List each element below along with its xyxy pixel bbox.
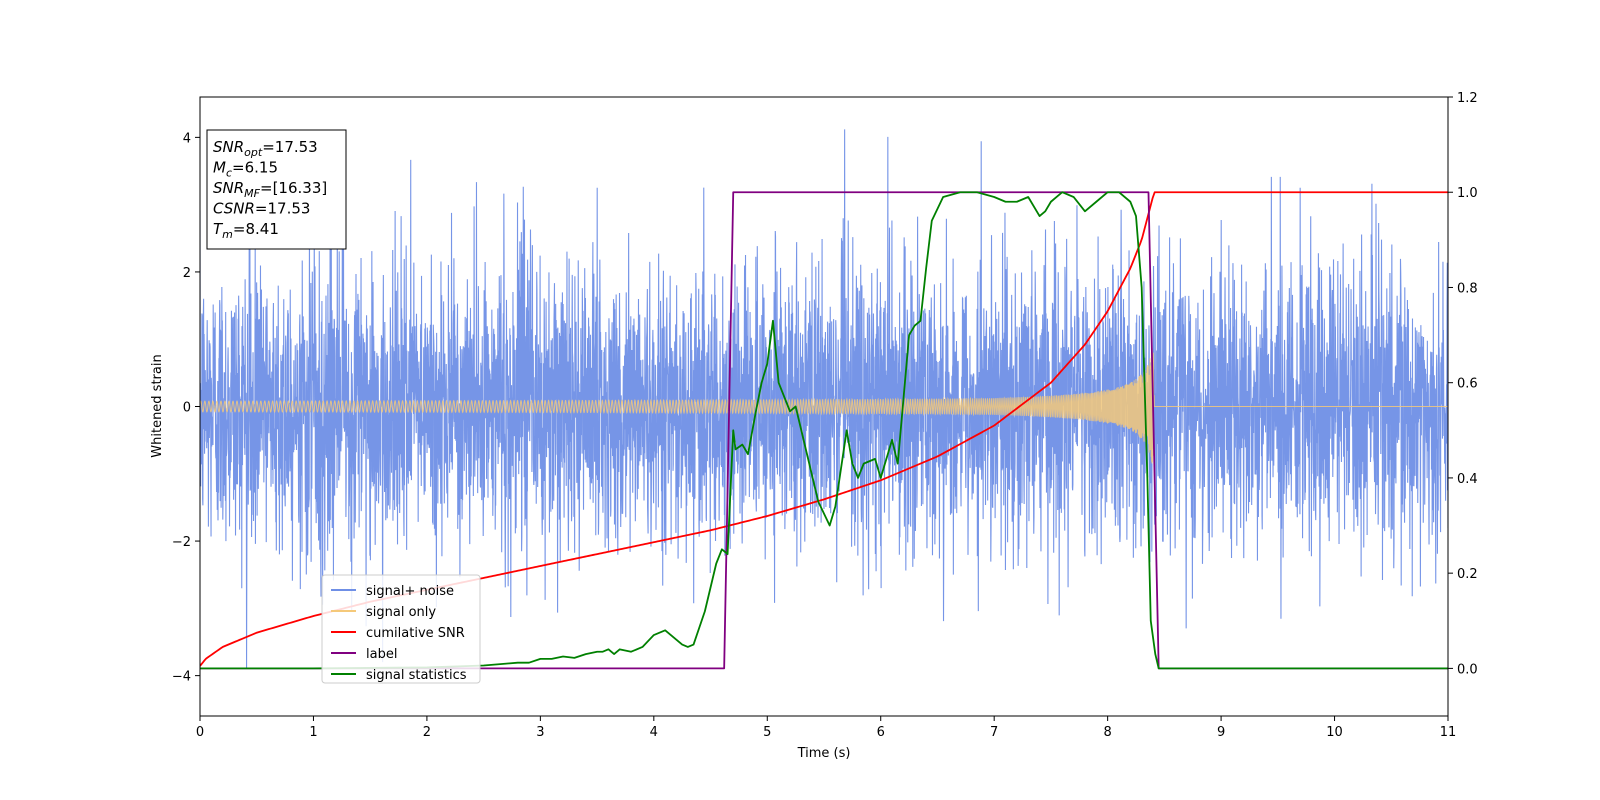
x-tick-label: 4 [650,725,658,740]
x-tick-label: 1 [309,725,317,740]
y2-tick-label: 1.0 [1457,186,1478,201]
series-signal-statistics-line [200,191,1448,670]
info-value: =17.53 [262,138,318,156]
y-tick-label: 0 [183,401,191,416]
y2-tick-label: 0.6 [1457,377,1478,392]
info-base: SNR [213,138,244,156]
series-signal-only-line [200,348,1448,464]
x-axis-label: Time (s) [797,746,851,761]
x-tick-label: 8 [1103,725,1111,740]
y-axis-label: Whitened strain [150,354,165,457]
info-subscript: opt [244,146,263,159]
x-tick-label: 11 [1440,725,1457,740]
x-tick-label: 6 [877,725,885,740]
y2-tick-label: 0.2 [1457,567,1478,582]
x-tick-label: 0 [196,725,204,740]
y-tick-label: −4 [172,670,191,685]
y2-tick-label: 1.2 [1457,91,1478,106]
legend-label: signal only [366,605,436,620]
x-tick-label: 2 [423,725,431,740]
x-tick-label: 3 [536,725,544,740]
info-value: =17.53 [255,200,311,218]
info-box: SNRopt=17.53Mc=6.15SNRMF=[16.33]CSNR=17.… [206,129,347,250]
legend-frame [321,574,481,684]
info-box-line: Tm=8.41 [213,220,279,241]
legend-label: signal+ noise [366,584,454,599]
x-axis: 0 1 2 3 4 5 6 7 8 9 10 11 [196,716,1456,740]
y-axis: −4 −2 0 2 4 [172,131,200,685]
y-tick-label: −2 [172,535,191,550]
info-box-line: SNRopt=17.53 [213,138,318,159]
info-box-line: Mc=6.15 [213,159,278,180]
y2-tick-label: 0.4 [1457,472,1478,487]
series-signal-noise-line [200,129,1448,668]
info-box-frame [206,129,347,250]
x-tick-label: 10 [1326,725,1343,740]
x-tick-label: 5 [763,725,771,740]
info-value: =[16.33] [260,179,327,197]
y2-tick-label: 0.0 [1457,662,1478,677]
legend: signal+ noise signal only cumilative SNR la… [321,574,481,684]
info-subscript: m [222,228,233,241]
y2-tick-label: 0.8 [1457,281,1478,296]
info-base: SNR [213,179,244,197]
info-base: M [213,159,226,177]
legend-label: label [366,647,397,662]
y-tick-label: 4 [183,131,191,146]
x-tick-label: 9 [1217,725,1225,740]
info-subscript: c [226,167,232,180]
x-tick-label: 7 [990,725,998,740]
info-value: =6.15 [232,159,278,177]
y-tick-label: 2 [183,266,191,281]
info-box-line: CSNR=17.53 [213,200,310,218]
info-value: =8.41 [233,220,279,238]
info-box-line: SNRMF=[16.33] [213,179,327,200]
legend-label: cumilative SNR [366,626,465,641]
info-base: CSNR [213,200,255,218]
info-base: T [213,220,224,238]
info-subscript: MF [244,187,260,200]
y2-axis-right: 0.0 0.2 0.4 0.6 0.8 1.0 1.2 [1448,91,1478,677]
legend-label: signal statistics [366,668,467,683]
